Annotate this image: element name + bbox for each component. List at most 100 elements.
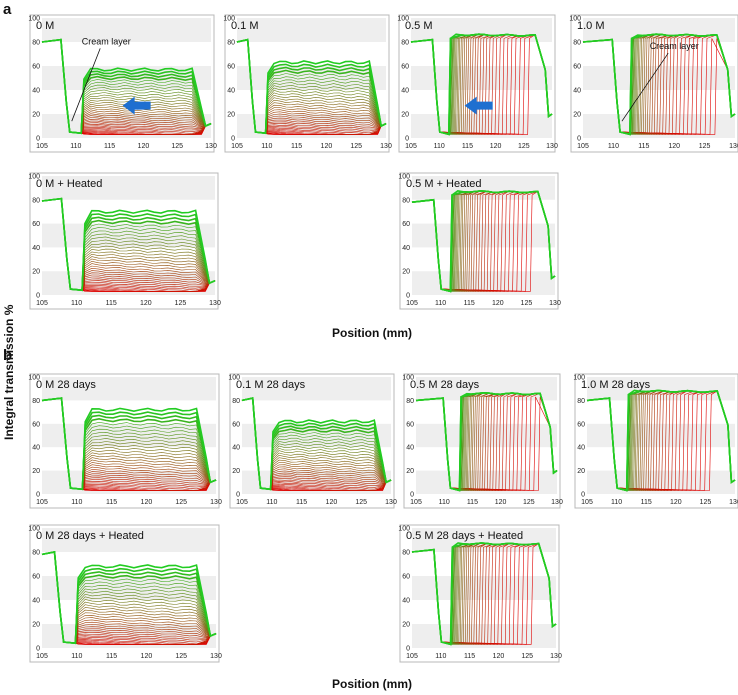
grid-band xyxy=(42,18,211,42)
y-tick-label: 20 xyxy=(232,468,240,475)
panel-title-b2: 0.1 M 28 days xyxy=(236,379,306,391)
x-tick-label: 105 xyxy=(36,653,48,660)
x-tick-label: 110 xyxy=(435,300,446,307)
x-tick-label: 125 xyxy=(350,143,362,150)
y-tick-label: 20 xyxy=(402,622,410,629)
x-tick-label: 115 xyxy=(104,143,115,150)
panel-title-a1: 0 M xyxy=(36,20,54,32)
x-tick-label: 130 xyxy=(549,300,561,307)
series-line-b4-37 xyxy=(586,389,736,492)
series-line-a6-37 xyxy=(411,190,556,293)
x-tick-label: 125 xyxy=(175,653,187,660)
y-tick-label: 80 xyxy=(32,197,40,204)
x-tick-label: 110 xyxy=(71,499,82,506)
chart-panel-b4: 0 20 40 60 80 100 105 110 115 120 125 130 1.0 M 28 d… xyxy=(573,373,738,509)
series-line-a5-37 xyxy=(41,197,216,292)
x-tick-label: 120 xyxy=(495,499,507,506)
x-tick-label: 125 xyxy=(700,499,712,506)
section-label-a: a xyxy=(3,1,12,18)
y-tick-label: 100 xyxy=(573,375,585,382)
y-tick-label: 40 xyxy=(577,445,585,452)
x-tick-label: 120 xyxy=(668,143,680,150)
y-tick-label: 40 xyxy=(32,598,40,605)
y-tick-label: 80 xyxy=(32,40,40,47)
x-tick-label: 120 xyxy=(321,143,333,150)
y-tick-label: 80 xyxy=(232,398,240,405)
x-tick-label: 105 xyxy=(36,300,48,307)
panels-group: 0 20 40 60 80 100 105 110 115 120 125 130 0 M Cream l… xyxy=(28,14,738,663)
y-tick-label: 20 xyxy=(406,468,414,475)
y-tick-label: 0 xyxy=(405,136,409,143)
grid-band xyxy=(42,377,216,401)
y-tick-label: 80 xyxy=(406,398,414,405)
y-tick-label: 40 xyxy=(401,88,409,95)
y-tick-label: 80 xyxy=(402,197,410,204)
panel-title-a5: 0 M + Heated xyxy=(36,178,102,190)
y-tick-label: 40 xyxy=(32,245,40,252)
x-tick-label: 125 xyxy=(699,143,711,150)
series-line-b6-37 xyxy=(411,542,557,646)
panel-title-a6: 0.5 M + Heated xyxy=(406,178,482,190)
x-tick-label: 130 xyxy=(385,499,397,506)
x-tick-label: 110 xyxy=(608,143,619,150)
x-tick-label: 130 xyxy=(729,143,738,150)
chart-panel-a2: 0 20 40 60 80 100 105 110 115 120 125 130 0.1 M xyxy=(223,14,392,153)
y-tick-label: 60 xyxy=(402,221,410,228)
chart-panel-b5: 0 20 40 60 80 100 105 110 115 120 125 130 0 M 28 day… xyxy=(28,524,222,663)
grid-band xyxy=(411,66,552,90)
y-tick-label: 40 xyxy=(32,445,40,452)
series-line-a2-37 xyxy=(236,38,387,135)
y-tick-label: 60 xyxy=(401,64,409,71)
panel-title-b6: 0.5 M 28 days + Heated xyxy=(406,530,523,542)
chart-panel-a4: 0 20 40 60 80 100 105 110 115 120 125 130 1.0 M Cream… xyxy=(569,14,738,153)
series-line-b5-37 xyxy=(41,551,217,645)
y-tick-label: 100 xyxy=(28,16,40,23)
x-tick-label: 120 xyxy=(326,499,338,506)
panel-title-b4: 1.0 M 28 days xyxy=(581,379,651,391)
grid-band xyxy=(587,423,735,448)
x-tick-label: 125 xyxy=(175,499,187,506)
y-tick-label: 100 xyxy=(28,375,40,382)
panel-title-b1: 0 M 28 days xyxy=(36,379,96,391)
series-line-b3-37 xyxy=(415,391,558,492)
y-tick-label: 100 xyxy=(223,16,235,23)
x-tick-label: 130 xyxy=(550,653,562,660)
x-tick-label: 130 xyxy=(210,653,222,660)
x-tick-label: 110 xyxy=(611,499,622,506)
y-tick-label: 0 xyxy=(36,136,40,143)
y-tick-label: 60 xyxy=(406,421,414,428)
x-tick-label: 105 xyxy=(236,499,248,506)
y-tick-label: 40 xyxy=(402,245,410,252)
y-tick-label: 100 xyxy=(398,526,410,533)
x-tick-label: 120 xyxy=(141,499,153,506)
x-tick-label: 110 xyxy=(70,143,81,150)
y-tick-label: 60 xyxy=(32,64,40,71)
x-tick-label: 105 xyxy=(36,499,48,506)
annotation-pointer xyxy=(621,52,669,122)
y-axis-label: Integral transmission % xyxy=(2,304,16,440)
y-tick-label: 0 xyxy=(577,136,581,143)
y-tick-label: 40 xyxy=(406,445,414,452)
annotation-pointer xyxy=(71,48,101,122)
x-tick-label: 105 xyxy=(405,143,417,150)
y-tick-label: 80 xyxy=(401,40,409,47)
x-tick-label: 125 xyxy=(171,143,183,150)
series-line-b1-37 xyxy=(41,397,217,491)
x-tick-label: 110 xyxy=(71,653,82,660)
x-tick-label: 130 xyxy=(729,499,738,506)
y-tick-label: 20 xyxy=(32,269,40,276)
x-tick-label: 120 xyxy=(141,653,153,660)
x-tick-label: 125 xyxy=(521,300,533,307)
y-tick-label: 100 xyxy=(397,16,409,23)
y-tick-label: 100 xyxy=(569,16,581,23)
x-tick-label: 110 xyxy=(266,499,277,506)
y-tick-label: 80 xyxy=(32,398,40,405)
grid-band xyxy=(583,66,735,90)
y-tick-label: 60 xyxy=(577,421,585,428)
y-tick-label: 0 xyxy=(406,646,410,653)
grid-band xyxy=(412,528,556,552)
y-tick-label: 60 xyxy=(227,64,235,71)
y-tick-label: 20 xyxy=(401,112,409,119)
panel-title-a2: 0.1 M xyxy=(231,20,259,32)
x-tick-label: 130 xyxy=(205,143,217,150)
